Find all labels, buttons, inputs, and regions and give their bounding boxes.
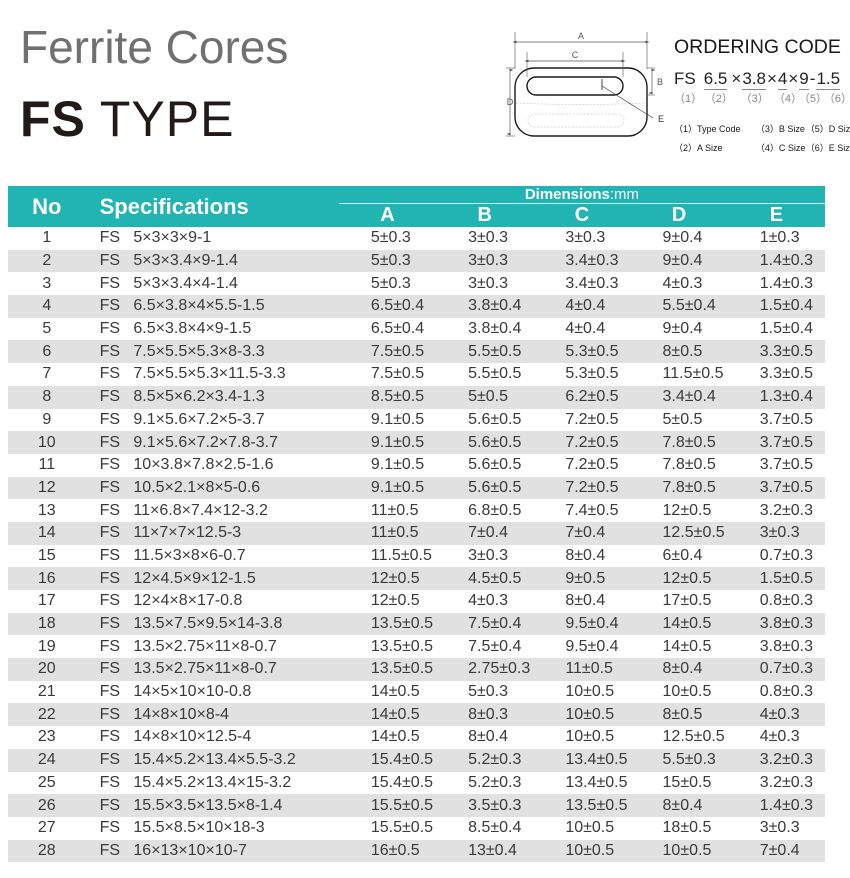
svg-text:D: D bbox=[507, 97, 514, 107]
svg-text:A: A bbox=[578, 31, 584, 41]
svg-text:E: E bbox=[658, 114, 664, 124]
svg-text:C: C bbox=[572, 50, 579, 60]
svg-text:B: B bbox=[657, 77, 663, 87]
